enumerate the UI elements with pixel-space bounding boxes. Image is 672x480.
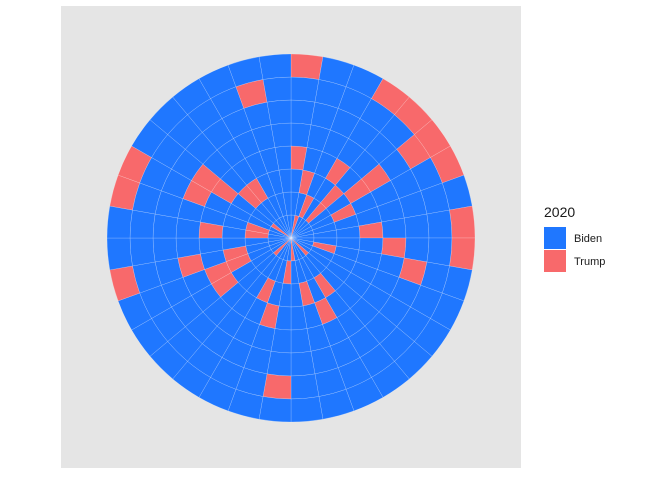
tile-biden: [426, 209, 453, 239]
tile-biden: [266, 350, 292, 377]
legend-swatch-trump: [544, 250, 566, 272]
legend: 2020 Biden Trump: [544, 204, 605, 272]
tile-biden: [403, 237, 430, 263]
tile-biden: [290, 373, 320, 400]
tile-trump: [262, 373, 292, 400]
tile-biden: [426, 237, 453, 267]
tile-biden: [152, 237, 179, 263]
tile-biden: [270, 122, 292, 148]
tile-biden: [152, 213, 179, 239]
legend-entries: Biden Trump: [544, 227, 605, 272]
tile-biden: [274, 145, 292, 171]
tile-trump: [449, 237, 476, 271]
tile-biden: [262, 76, 292, 103]
tile-biden: [290, 76, 320, 103]
tile-biden: [290, 99, 316, 126]
tile-biden: [106, 237, 133, 271]
tile-trump: [290, 53, 324, 80]
legend-swatch-biden: [544, 227, 566, 249]
legend-label-trump: Trump: [574, 256, 605, 268]
tile-biden: [278, 168, 292, 193]
polar-tiles: [106, 53, 476, 423]
tile-biden: [282, 191, 292, 216]
tile-biden: [129, 237, 156, 267]
tile-trump: [449, 205, 476, 239]
legend-label-biden: Biden: [574, 233, 602, 245]
tile-biden: [258, 53, 292, 80]
tile-biden: [129, 209, 156, 239]
tile-biden: [290, 396, 324, 423]
tile-biden: [266, 99, 292, 126]
tile-biden: [403, 213, 430, 239]
legend-title: 2020: [544, 204, 575, 220]
tile-biden: [106, 205, 133, 239]
tile-biden: [258, 396, 292, 423]
tile-biden: [290, 350, 316, 377]
